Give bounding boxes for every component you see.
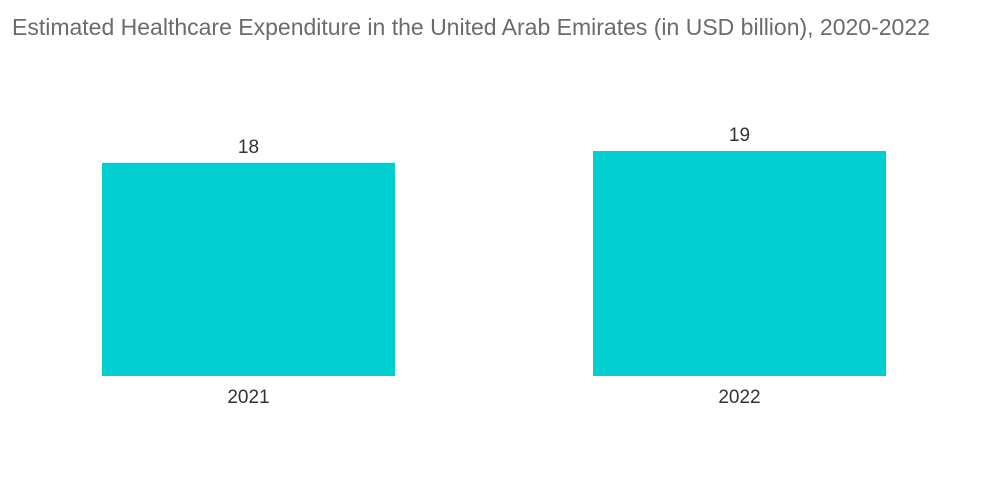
bar-value-label-2021: 18 [238, 137, 259, 158]
x-tick-label-2021: 2021 [227, 387, 269, 408]
x-tick-label-2022: 2022 [718, 387, 760, 408]
bar-value-label-2022: 19 [729, 125, 750, 146]
bar-2022 [593, 151, 886, 376]
bar-2021 [102, 162, 395, 376]
chart-title: Estimated Healthcare Expenditure in the … [12, 14, 930, 40]
